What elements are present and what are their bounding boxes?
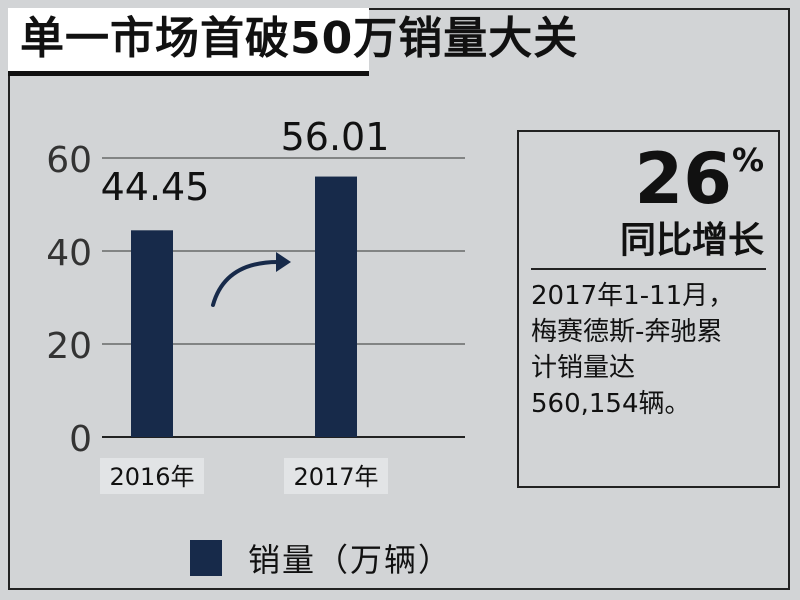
outer-frame — [8, 8, 790, 590]
y-tick-label: 40 — [46, 233, 92, 274]
note-line: 560,154辆。 — [531, 389, 691, 419]
chart-legend: 销量（万辆） — [190, 538, 453, 579]
legend-swatch — [190, 540, 222, 576]
y-tick-label: 0 — [69, 419, 92, 460]
yoy-callout-box: 26% 同比增长 2017年1-11月， 梅赛德斯-奔驰累 计销量达 560,1… — [517, 130, 780, 488]
growth-arrow-icon — [211, 260, 280, 307]
yoy-percent-value: 26 — [634, 138, 732, 220]
title-banner: 单一市场首破50万销量大关 — [8, 8, 577, 76]
data-label: 56.01 — [281, 115, 390, 159]
y-tick-label: 20 — [46, 326, 92, 367]
note-line: 计销量达 — [531, 353, 636, 383]
yoy-percent: 26% — [635, 136, 764, 222]
growth-arrow-head-icon — [276, 252, 291, 272]
callout-note: 2017年1-11月， 梅赛德斯-奔驰累 计销量达 560,154辆。 — [531, 278, 771, 422]
note-line: 2017年1-11月， — [531, 281, 735, 311]
bar — [315, 176, 357, 437]
note-line: 梅赛德斯-奔驰累 — [531, 317, 723, 347]
callout-divider — [531, 268, 766, 270]
yoy-label: 同比增长 — [619, 220, 764, 261]
legend-label: 销量（万辆） — [248, 541, 453, 579]
x-category-label: 2017年 — [293, 463, 378, 491]
category-label-bg — [100, 458, 204, 494]
y-tick-label: 60 — [46, 140, 92, 181]
bar — [131, 230, 173, 437]
percent-sign: % — [731, 141, 764, 179]
x-category-label: 2016年 — [109, 463, 194, 491]
category-label-bg — [284, 458, 388, 494]
data-label: 44.45 — [101, 165, 210, 209]
